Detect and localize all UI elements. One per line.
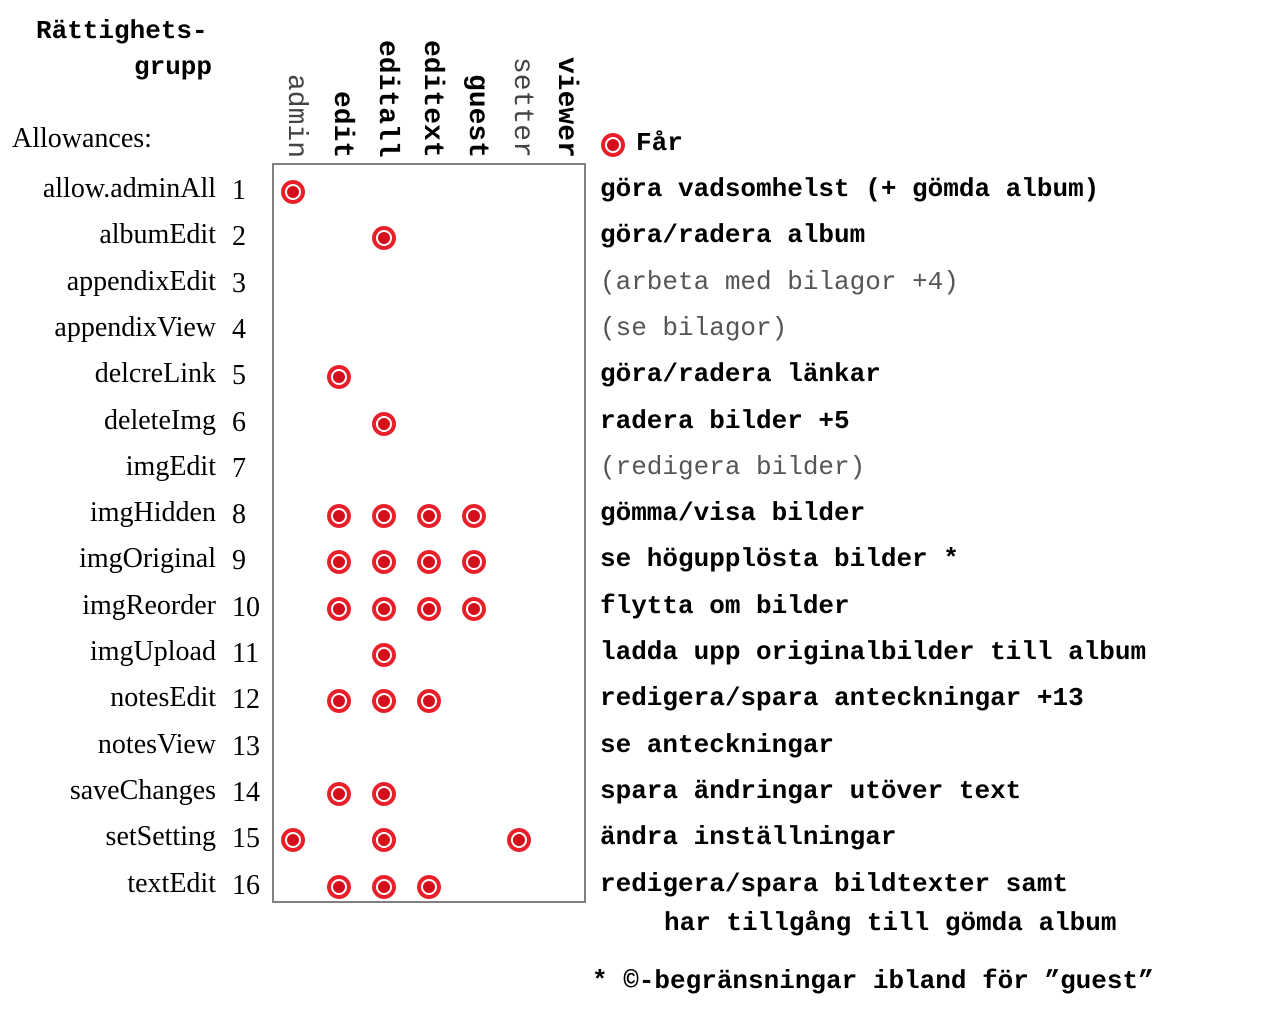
allowance-number: 5 — [232, 360, 246, 391]
allowance-number: 14 — [232, 777, 260, 808]
allowance-name: allow.adminAll — [42, 173, 216, 204]
allowance-description: (redigera bilder) — [600, 452, 866, 482]
permission-dot-icon — [327, 875, 351, 899]
allowance-name: appendixView — [54, 312, 216, 343]
column-header-admin: admin — [280, 74, 311, 159]
permission-dot-icon — [372, 782, 396, 806]
column-header-editext: editext — [416, 40, 447, 158]
permission-dot-icon — [327, 504, 351, 528]
allowance-description: gömma/visa bilder — [600, 498, 866, 528]
column-header-viewer: viewer — [550, 57, 581, 158]
allowance-number: 16 — [232, 870, 260, 901]
column-header-edit: edit — [326, 91, 357, 159]
allowance-number: 11 — [232, 638, 259, 669]
group-title-line1: Rättighets- — [36, 16, 208, 46]
permission-dot-icon — [327, 365, 351, 389]
permission-dot-icon — [507, 828, 531, 852]
allowance-name: setSetting — [105, 821, 216, 852]
allowances-header: Allowances: — [12, 123, 152, 154]
permission-dot-icon — [372, 504, 396, 528]
permission-dot-icon — [372, 550, 396, 574]
allowance-number: 15 — [232, 823, 260, 854]
allowance-name: deleteImg — [104, 405, 216, 436]
allowance-name: albumEdit — [99, 219, 216, 250]
permission-dot-icon — [462, 504, 486, 528]
allowance-number: 13 — [232, 731, 260, 762]
column-header-guest: guest — [461, 74, 492, 159]
allowance-number: 7 — [232, 453, 246, 484]
group-title-line2: grupp — [134, 52, 213, 82]
permission-dot-icon — [372, 689, 396, 713]
permission-dot-icon — [372, 226, 396, 250]
allowance-description: (se bilagor) — [600, 313, 788, 343]
allowance-number: 6 — [232, 407, 246, 438]
permission-matrix — [272, 163, 586, 903]
column-header-setter: setter — [506, 57, 537, 158]
permission-dot-icon — [417, 875, 441, 899]
allowance-description: göra/radera länkar — [600, 359, 881, 389]
permission-dot-icon — [327, 550, 351, 574]
permission-dot-icon — [372, 597, 396, 621]
allowance-name: imgReorder — [82, 590, 216, 621]
legend-dot-icon — [601, 133, 625, 157]
allowance-number: 3 — [232, 268, 246, 299]
permission-dot-icon — [372, 875, 396, 899]
allowance-name: imgUpload — [90, 636, 216, 667]
permission-dot-icon — [372, 828, 396, 852]
allowance-name: appendixEdit — [66, 266, 216, 297]
allowance-name: notesEdit — [110, 682, 216, 713]
allowance-number: 8 — [232, 499, 246, 530]
allowance-number: 1 — [232, 175, 246, 206]
allowance-description: (arbeta med bilagor +4) — [600, 267, 959, 297]
allowance-description: ändra inställningar — [600, 822, 897, 852]
description-continuation: har tillgång till gömda album — [664, 908, 1117, 938]
allowance-name: imgHidden — [90, 497, 216, 528]
allowance-name: imgOriginal — [79, 543, 216, 574]
allowance-description: redigera/spara anteckningar +13 — [600, 683, 1084, 713]
allowance-name: saveChanges — [69, 775, 216, 806]
allowance-description: göra vadsomhelst (+ gömda album) — [600, 174, 1100, 204]
allowance-name: notesView — [97, 729, 216, 760]
column-header-editall: editall — [371, 40, 402, 158]
permission-dot-icon — [327, 689, 351, 713]
allowance-description: flytta om bilder — [600, 591, 850, 621]
allowance-description: spara ändringar utöver text — [600, 776, 1022, 806]
permission-dot-icon — [281, 828, 305, 852]
allowance-number: 10 — [232, 592, 260, 623]
permission-dot-icon — [417, 550, 441, 574]
permission-dot-icon — [372, 412, 396, 436]
permission-dot-icon — [417, 689, 441, 713]
allowance-number: 9 — [232, 545, 246, 576]
allowance-description: se anteckningar — [600, 730, 835, 760]
permission-dot-icon — [327, 782, 351, 806]
allowance-name: delcreLink — [94, 358, 216, 389]
allowance-name: textEdit — [127, 868, 216, 899]
footnote: * ©-begränsningar ibland för ”guest” — [592, 966, 1154, 996]
permission-dot-icon — [417, 504, 441, 528]
allowance-description: redigera/spara bildtexter samt — [600, 869, 1069, 899]
permission-dot-icon — [462, 550, 486, 574]
permission-dot-icon — [281, 180, 305, 204]
allowance-description: göra/radera album — [600, 220, 866, 250]
legend-label: Får — [636, 128, 683, 158]
allowance-number: 2 — [232, 221, 246, 252]
allowance-number: 12 — [232, 684, 260, 715]
permission-dot-icon — [417, 597, 441, 621]
permission-dot-icon — [372, 643, 396, 667]
permission-dot-icon — [462, 597, 486, 621]
allowance-number: 4 — [232, 314, 246, 345]
allowance-description: ladda upp originalbilder till album — [600, 637, 1147, 667]
permission-dot-icon — [327, 597, 351, 621]
allowance-description: se högupplösta bilder * — [600, 544, 959, 574]
allowance-description: radera bilder +5 — [600, 406, 850, 436]
allowance-name: imgEdit — [125, 451, 216, 482]
